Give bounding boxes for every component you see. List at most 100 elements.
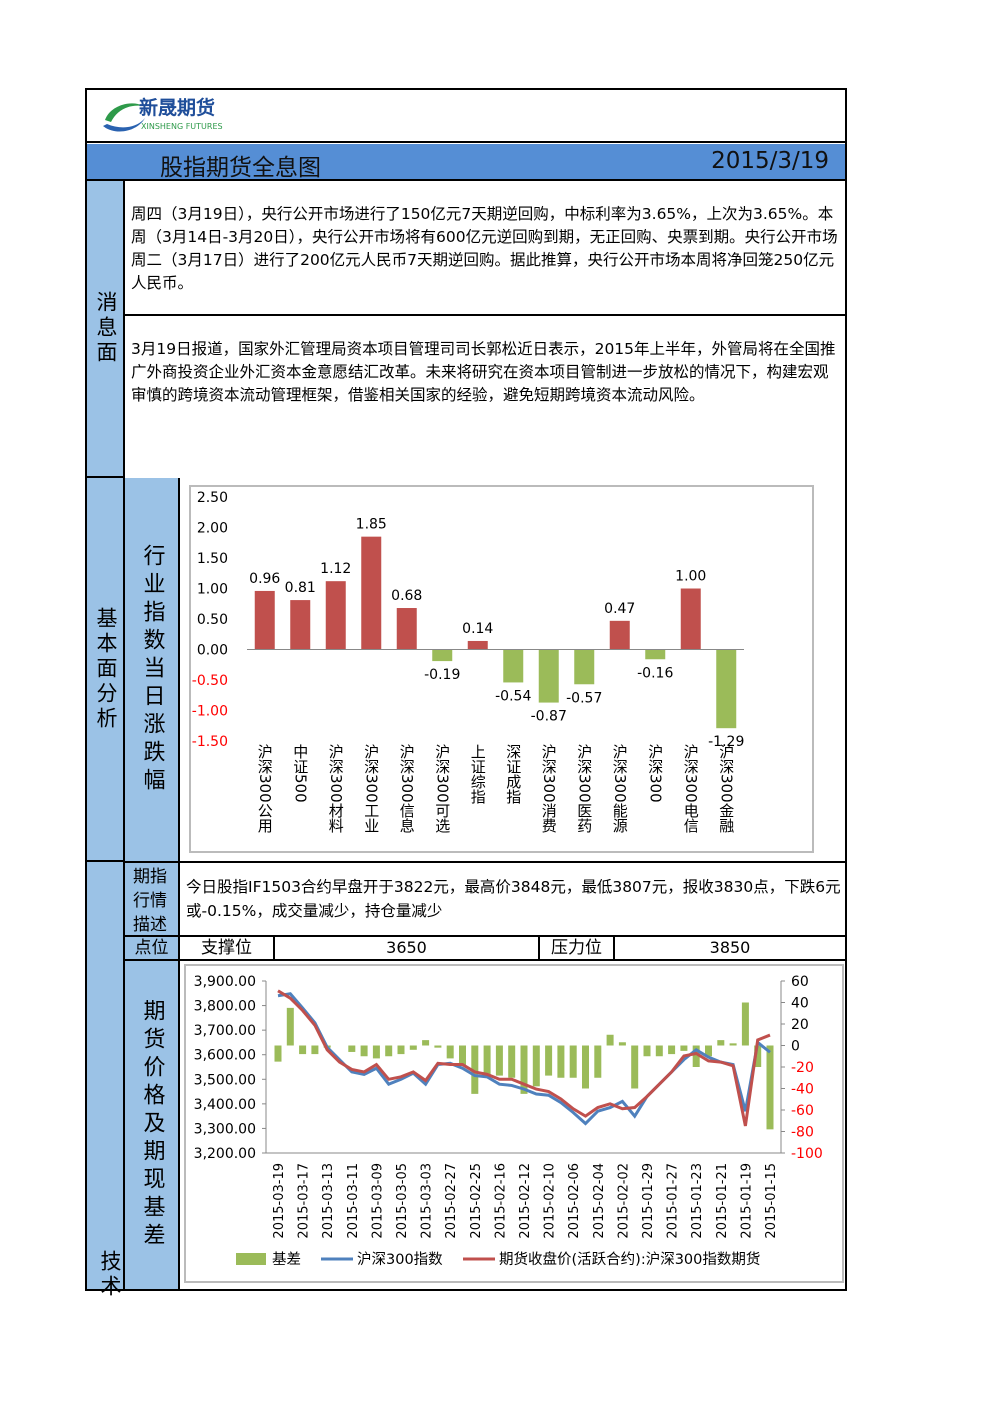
bar [705, 1045, 712, 1057]
chart-frame [184, 964, 844, 1283]
chart-frame [189, 485, 814, 853]
x-tick-label: 沪深300 [646, 744, 664, 803]
bar [754, 1045, 762, 1067]
x-tick-label: 2015-02-12 [518, 1163, 533, 1239]
x-tick-label: 2015-02-06 [567, 1163, 582, 1239]
x-tick-label: 沪深300金融 [717, 744, 735, 833]
data-label: -1.29 [708, 734, 744, 750]
desc-label: 期指行情描述 [125, 863, 180, 935]
bar [397, 1045, 405, 1055]
bar [606, 1034, 614, 1046]
bar [360, 1045, 368, 1057]
y-tick-label: 1.00 [197, 582, 228, 598]
logo-swoosh [105, 103, 143, 122]
y2-tick-label: 40 [791, 996, 809, 1012]
bar [459, 1045, 466, 1065]
x-tick-label: 2015-02-25 [469, 1163, 484, 1239]
bar [432, 649, 453, 662]
bar [434, 1045, 442, 1048]
x-tick-label: 2015-03-05 [395, 1163, 410, 1239]
x-tick-label: 沪深300消费 [540, 744, 558, 833]
y-tick-label: 3,300.00 [194, 1121, 256, 1137]
y-tick-label: 3,700.00 [194, 1023, 256, 1039]
y-tick-label: 0.50 [197, 612, 228, 628]
title: 股指期货全息图 [160, 155, 321, 181]
bar [729, 1043, 737, 1046]
bar [274, 1045, 282, 1062]
outer-frame [85, 88, 847, 1291]
title-band: 股指期货全息图 2015/3/19 [87, 144, 845, 181]
y2-tick-label: -60 [791, 1103, 814, 1119]
x-tick-label: 沪深300能源 [611, 744, 629, 833]
x-tick-label: 2015-03-11 [346, 1163, 361, 1239]
bar [446, 1045, 454, 1059]
data-label: 1.85 [356, 517, 387, 533]
x-tick-label: 2015-03-03 [420, 1163, 435, 1239]
bar [290, 600, 311, 650]
data-label: 0.81 [285, 580, 316, 596]
left-column [87, 181, 125, 1289]
x-tick-label: 深证成指 [504, 744, 522, 805]
bar [631, 1045, 639, 1089]
y-tick-label: 2.50 [197, 490, 228, 506]
x-tick-label: 2015-01-19 [739, 1163, 754, 1239]
legend-label: 基差 [272, 1251, 301, 1268]
bar [422, 1040, 430, 1046]
bar [655, 1045, 663, 1057]
data-label: 0.96 [249, 571, 280, 587]
bar [569, 1045, 577, 1078]
bar [409, 1045, 417, 1050]
y-tick-label: 1.50 [197, 551, 228, 567]
bar [495, 1045, 503, 1076]
bar [503, 649, 524, 683]
section-label: 消息面 [87, 181, 125, 478]
resistance-value: 3850 [709, 938, 751, 957]
bar [741, 1002, 749, 1046]
desc-text: 今日股指IF1503合约早盘开于3822元，最高价3848元，最低3807元，报… [186, 878, 841, 920]
bar [645, 649, 666, 660]
y2-tick-label: -100 [791, 1146, 823, 1162]
data-label: -0.57 [566, 690, 602, 706]
x-tick-label: 沪深300可选 [433, 744, 451, 834]
logo-text: 新晟期货 [139, 96, 215, 119]
logo-swoosh [103, 118, 145, 132]
bar [668, 1045, 676, 1055]
bar [385, 1045, 393, 1057]
bar [396, 608, 417, 650]
bar [680, 588, 701, 650]
data-label: 1.00 [675, 569, 706, 585]
section-label: 技术 [98, 1250, 122, 1300]
bar [766, 1045, 774, 1130]
points-row [125, 935, 845, 961]
x-tick-label: 沪深300材料 [327, 744, 345, 833]
y-tick-label: -0.50 [192, 673, 228, 689]
bar [471, 1045, 479, 1094]
bar [717, 1040, 725, 1046]
news-item: 周四（3月19日），央行公开市场进行了150亿元7天期逆回购，中标利率为3.65… [125, 181, 845, 316]
x-tick-label: 沪深300信息 [398, 744, 416, 833]
y2-tick-label: -20 [791, 1060, 814, 1076]
x-tick-label: 沪深300公用 [256, 744, 274, 834]
logo-area: 新晟期货 XINSHENG FUTURES [87, 90, 845, 143]
y-tick-label: 0.00 [197, 643, 228, 659]
support-label: 支撑位 [180, 937, 275, 959]
bar [545, 1045, 553, 1076]
bar [311, 1045, 319, 1055]
data-label: -0.19 [424, 667, 460, 683]
legend-swatch [236, 1253, 266, 1265]
x-tick-label: 中证500 [291, 744, 309, 803]
y2-tick-label: -80 [791, 1125, 814, 1141]
x-tick-label: 2015-02-04 [592, 1163, 607, 1239]
bar [508, 1045, 516, 1078]
basis-chart: 3,900.00 3,800.00 3,700.00 3,600.00 3,500.00… [184, 964, 844, 1283]
divider [125, 861, 845, 863]
x-tick-label: 2015-01-15 [764, 1163, 779, 1239]
legend-label: 沪深300指数 [357, 1251, 443, 1268]
bar [574, 649, 595, 685]
points-label: 点位 [125, 937, 180, 959]
section-label: 基本面分析 [87, 478, 125, 862]
bar [557, 1045, 565, 1078]
data-label: 1.12 [320, 561, 351, 577]
y-tick-label: 2.00 [197, 521, 228, 537]
y2-tick-label: 60 [791, 974, 809, 990]
